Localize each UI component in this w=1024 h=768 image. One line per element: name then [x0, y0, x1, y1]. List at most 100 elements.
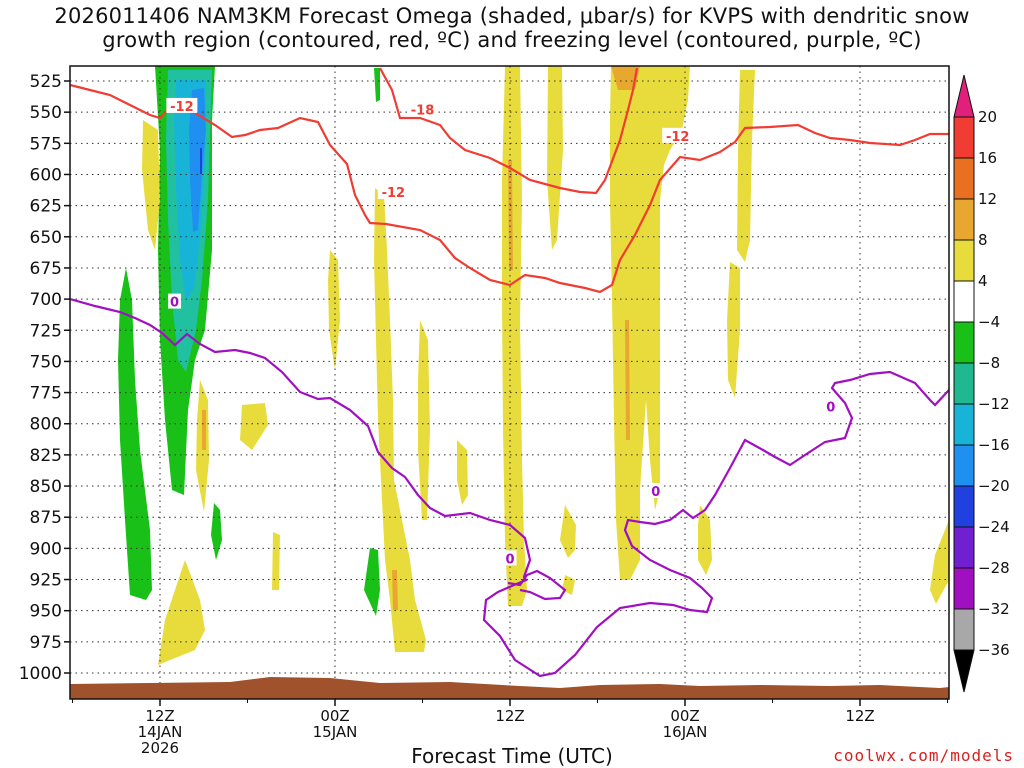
colorbar-swatch	[953, 526, 975, 569]
omega-shade-green	[364, 548, 380, 616]
plot-grid	[70, 66, 949, 699]
contour-label-bg	[824, 398, 838, 414]
omega-shade-yellow	[457, 440, 468, 505]
omega-shade-yellow	[737, 70, 755, 262]
omega-shade-yellow	[158, 560, 205, 665]
credit-text: coolwx.com/models	[833, 746, 1014, 765]
contour-label: 0	[170, 296, 179, 311]
colorbar: 20 16 12 8 4 −4 −8 −12 −16 −20 −24 −28 −32 −36	[953, 74, 1010, 693]
y-tick-label: 925	[30, 571, 62, 591]
y-tick-label: 950	[30, 602, 62, 622]
colorbar-swatch	[953, 567, 975, 610]
y-tick-label: 550	[30, 103, 62, 123]
x-tick-label: 16JAN	[663, 723, 708, 741]
y-tick-label: 525	[30, 72, 62, 92]
colorbar-label: 16	[978, 149, 997, 167]
omega-shade-yellow	[547, 66, 563, 250]
y-tick-label: 575	[30, 134, 62, 154]
contour-label: -18	[411, 104, 435, 119]
y-tick-label: 700	[30, 290, 62, 310]
colorbar-label: −16	[978, 436, 1010, 454]
colorbar-swatch	[953, 444, 975, 487]
omega-shade-yellow	[698, 505, 712, 575]
x-axis-label: Forecast Time (UTC)	[411, 744, 613, 768]
omega-shade-yellow	[502, 66, 527, 606]
colorbar-label: −32	[978, 600, 1010, 618]
y-tick-label: 850	[30, 477, 62, 497]
colorbar-swatch	[953, 485, 975, 528]
contour-label-bg	[168, 293, 182, 309]
x-tick-label: 12Z	[845, 707, 874, 725]
omega-shading	[118, 66, 949, 665]
omega-shade-yellow	[142, 120, 160, 250]
y-tick-label: 800	[30, 415, 62, 435]
omega-shade-gold	[611, 66, 640, 90]
omega-shade-gold	[202, 410, 206, 450]
colorbar-label: −36	[978, 641, 1010, 659]
x-tick-label: 15JAN	[313, 723, 358, 741]
omega-shade-yellow	[930, 520, 949, 604]
x-tick-label: 2026	[141, 739, 179, 757]
contour-label-bg	[166, 97, 198, 113]
y-tick-label: 675	[30, 259, 62, 279]
colorbar-label: −24	[978, 518, 1010, 536]
plot-frame	[69, 65, 950, 700]
omega-shade-yellow	[328, 250, 340, 370]
title-line-1: 2026011406 NAM3KM Forecast Omega (shaded…	[54, 4, 970, 28]
colorbar-label: −20	[978, 477, 1010, 495]
contour-label: -12	[666, 130, 690, 145]
contour-label: -12	[170, 100, 194, 115]
y-tick-label: 650	[30, 228, 62, 248]
x-tick-label: 12Z	[145, 707, 174, 725]
contour-label: 0	[651, 485, 660, 500]
terrain-ground	[70, 677, 949, 699]
dendritic-contour-line	[379, 67, 639, 195]
omega-shade-yellow	[418, 320, 430, 520]
omega-shade-yellow	[240, 403, 268, 450]
contour-label-bg	[407, 101, 438, 117]
x-tick-label: 00Z	[670, 707, 699, 725]
y-tick-label: 1000	[19, 664, 62, 684]
omega-shade-gold	[392, 570, 398, 610]
y-tick-label: 775	[30, 384, 62, 404]
omega-shade-yellow	[560, 505, 576, 558]
colorbar-swatch	[953, 198, 975, 241]
contour-label-bg	[503, 550, 517, 566]
contour-label-bg	[649, 483, 663, 499]
omega-shade-green	[374, 68, 380, 102]
y-tick-label: 825	[30, 446, 62, 466]
colorbar-swatch	[953, 116, 975, 159]
contour-label: -12	[382, 186, 406, 201]
contour-label: 0	[505, 552, 514, 567]
colorbar-swatch	[953, 608, 975, 651]
colorbar-label: −12	[978, 395, 1010, 413]
colorbar-label: −4	[978, 313, 1000, 331]
colorbar-label: 20	[978, 108, 997, 126]
omega-shade-gold	[625, 320, 630, 440]
colorbar-swatch	[953, 403, 975, 446]
y-tick-label: 750	[30, 352, 62, 372]
omega-shade-yellow	[727, 262, 740, 398]
omega-shade-yellow	[610, 66, 690, 580]
colorbar-swatch	[953, 239, 975, 282]
x-tick-label: 14JAN	[138, 723, 183, 741]
contour-label-bg	[662, 127, 694, 143]
colorbar-label: −8	[978, 354, 1000, 372]
colorbar-label: 8	[978, 231, 988, 249]
contour-label: 0	[826, 400, 835, 415]
freezing-contour-line	[507, 569, 567, 601]
y-tick-label: 900	[30, 539, 62, 559]
omega-shade-yellow	[272, 532, 280, 590]
colorbar-label: 12	[978, 190, 997, 208]
colorbar-label: 4	[978, 272, 988, 290]
colorbar-swatch	[953, 362, 975, 405]
colorbar-swatch	[953, 157, 975, 200]
y-tick-label: 725	[30, 321, 62, 341]
y-tick-label: 975	[30, 633, 62, 653]
contour-label-bg	[377, 183, 409, 199]
colorbar-swatch	[953, 321, 975, 364]
x-tick-label: 00Z	[320, 707, 349, 725]
y-tick-label: 625	[30, 197, 62, 217]
colorbar-swatch	[953, 280, 975, 323]
